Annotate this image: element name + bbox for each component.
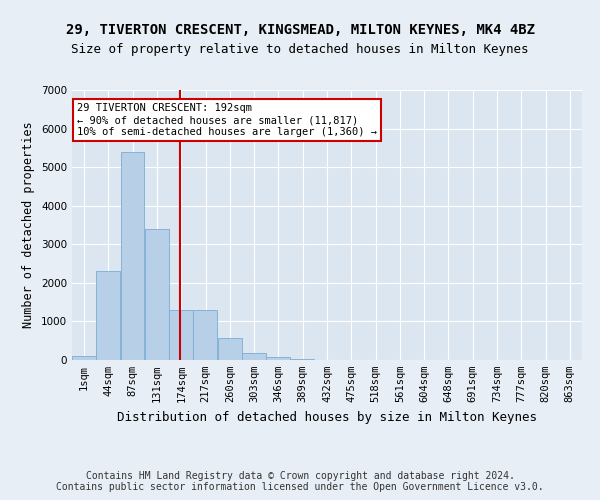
- Bar: [169, 310, 193, 360]
- X-axis label: Distribution of detached houses by size in Milton Keynes: Distribution of detached houses by size …: [117, 410, 537, 424]
- Bar: [121, 152, 145, 360]
- Bar: [218, 338, 242, 360]
- Text: Size of property relative to detached houses in Milton Keynes: Size of property relative to detached ho…: [71, 42, 529, 56]
- Bar: [290, 359, 314, 360]
- Bar: [145, 229, 169, 360]
- Bar: [72, 356, 96, 360]
- Bar: [266, 357, 290, 360]
- Text: 29 TIVERTON CRESCENT: 192sqm
← 90% of detached houses are smaller (11,817)
10% o: 29 TIVERTON CRESCENT: 192sqm ← 90% of de…: [77, 104, 377, 136]
- Bar: [242, 352, 266, 360]
- Bar: [96, 272, 120, 360]
- Bar: [193, 310, 217, 360]
- Text: 29, TIVERTON CRESCENT, KINGSMEAD, MILTON KEYNES, MK4 4BZ: 29, TIVERTON CRESCENT, KINGSMEAD, MILTON…: [65, 22, 535, 36]
- Y-axis label: Number of detached properties: Number of detached properties: [22, 122, 35, 328]
- Text: Contains HM Land Registry data © Crown copyright and database right 2024.
Contai: Contains HM Land Registry data © Crown c…: [56, 471, 544, 492]
